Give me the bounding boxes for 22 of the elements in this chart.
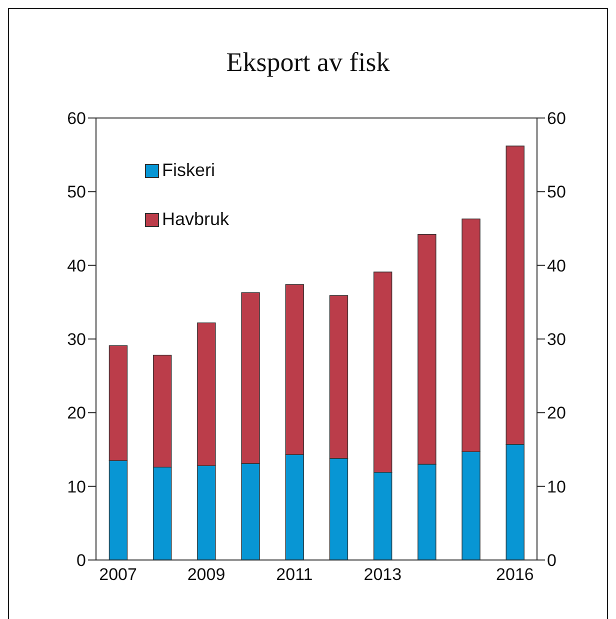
y2-tick-label: 0 bbox=[547, 551, 556, 570]
legend-label: Havbruk bbox=[162, 209, 230, 230]
y-tick-label: 30 bbox=[67, 330, 86, 350]
x-tick-label: 2016 bbox=[496, 565, 534, 584]
legend-label: Fiskeri bbox=[162, 160, 215, 181]
y-tick-label: 40 bbox=[67, 256, 86, 276]
y2-tick-label: 10 bbox=[547, 477, 566, 496]
y-tick-label: 10 bbox=[67, 477, 86, 496]
chart-title: Eksport av fisk bbox=[225, 47, 391, 78]
y2-tick-label: 60 bbox=[547, 109, 566, 128]
y-tick-label: 20 bbox=[67, 404, 86, 423]
y-tick-label: 60 bbox=[67, 109, 86, 128]
y2-tick-label: 30 bbox=[547, 330, 566, 350]
y2-tick-label: 40 bbox=[547, 256, 566, 276]
y-tick-label: 0 bbox=[76, 551, 86, 570]
x-tick-label: 2011 bbox=[276, 565, 313, 584]
y2-tick-label: 20 bbox=[547, 404, 566, 423]
x-tick-label: 2009 bbox=[187, 565, 226, 584]
y2-tick-label: 50 bbox=[547, 182, 566, 202]
x-tick-label: 2007 bbox=[99, 565, 137, 584]
y-tick-label: 50 bbox=[67, 182, 86, 202]
x-tick-label: 2013 bbox=[364, 565, 402, 584]
